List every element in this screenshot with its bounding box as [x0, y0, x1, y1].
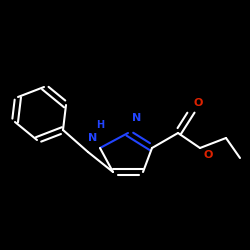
- Text: O: O: [203, 150, 213, 160]
- Text: N: N: [132, 113, 141, 123]
- Text: H: H: [96, 120, 104, 130]
- Text: N: N: [88, 133, 98, 143]
- Text: O: O: [193, 98, 203, 108]
